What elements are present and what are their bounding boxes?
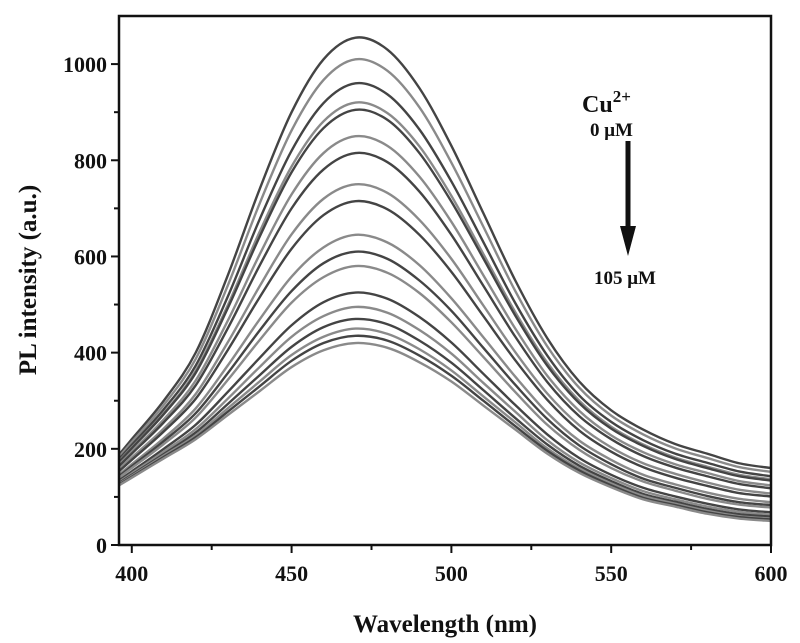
spectrum-line [118, 151, 772, 490]
y-tick-label: 800 [74, 148, 107, 173]
arrow-head-icon [620, 226, 636, 256]
start-concentration-label: 0 μM [590, 120, 633, 141]
x-tick-label: 600 [755, 561, 788, 586]
x-tick-label: 550 [595, 561, 628, 586]
end-concentration-label: 105 μM [594, 268, 656, 289]
spectrum-line [118, 327, 772, 520]
spectrum-line [118, 36, 772, 470]
concentration-annotation: Cu2+ 0 μM 105 μM [582, 87, 656, 289]
spectrum-line [118, 57, 772, 474]
ion-label: Cu2+ [582, 87, 631, 118]
y-tick-label: 400 [74, 341, 107, 366]
spectrum-line [118, 81, 772, 478]
spectrum-line [118, 182, 772, 495]
plot-frame [117, 14, 773, 547]
spectrum-line [118, 199, 772, 498]
spectrum-line [118, 250, 772, 507]
x-axis: 400 450 500 550 600 [115, 545, 788, 586]
ion-symbol: Cu [582, 92, 613, 118]
y-tick-label: 0 [96, 533, 107, 558]
y-axis-title: PL intensity (a.u.) [15, 185, 42, 375]
spectrum-line [118, 134, 772, 487]
x-tick-label: 450 [275, 561, 308, 586]
spectrum-line [118, 317, 772, 518]
spectrum-line [118, 233, 772, 504]
ion-charge: 2+ [613, 87, 631, 106]
y-tick-label: 200 [74, 437, 107, 462]
y-axis: 0 200 400 600 800 1000 [63, 52, 119, 558]
y-tick-label: 1000 [63, 52, 107, 77]
spectrum-line [118, 264, 772, 509]
spectrum-line [118, 305, 772, 516]
spectrum-line [118, 341, 772, 523]
spectrum-line [118, 334, 772, 521]
spectra-curves [118, 36, 772, 523]
y-tick-label: 600 [74, 244, 107, 269]
x-tick-label: 500 [435, 561, 468, 586]
x-tick-label: 400 [115, 561, 148, 586]
spectrum-line [118, 108, 772, 482]
x-axis-title: Wavelength (nm) [353, 611, 537, 638]
spectrum-line [118, 291, 772, 514]
